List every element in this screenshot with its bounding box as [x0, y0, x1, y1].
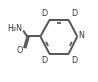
Text: D: D: [41, 56, 47, 65]
Text: D: D: [41, 9, 47, 18]
Text: D: D: [71, 56, 77, 65]
Text: D: D: [71, 9, 77, 18]
Text: N: N: [79, 31, 84, 40]
Text: O: O: [17, 46, 23, 55]
Text: H₂N: H₂N: [8, 24, 23, 33]
